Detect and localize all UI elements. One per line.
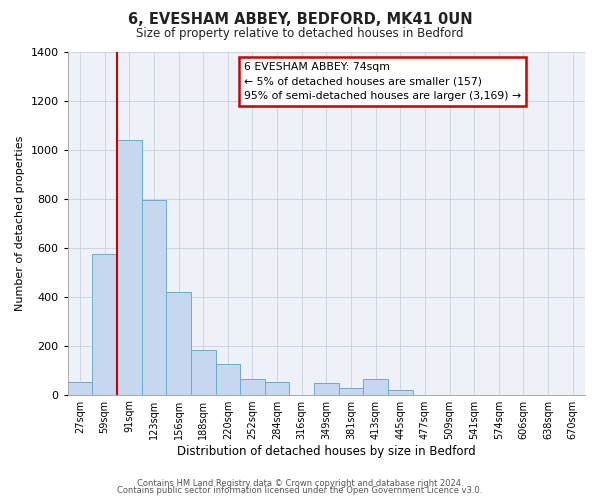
Bar [240,380,265,394]
Bar [117,140,142,394]
X-axis label: Distribution of detached houses by size in Bedford: Distribution of detached houses by size … [177,444,476,458]
Text: Contains public sector information licensed under the Open Government Licence v3: Contains public sector information licen… [118,486,482,495]
Text: Contains HM Land Registry data © Crown copyright and database right 2024.: Contains HM Land Registry data © Crown c… [137,478,463,488]
Bar [191,350,215,395]
Bar [215,364,240,394]
Bar [338,388,364,394]
Text: 6 EVESHAM ABBEY: 74sqm
← 5% of detached houses are smaller (157)
95% of semi-det: 6 EVESHAM ABBEY: 74sqm ← 5% of detached … [244,62,521,102]
Bar [388,390,413,394]
Bar [364,380,388,394]
Bar [265,382,289,394]
Text: 6, EVESHAM ABBEY, BEDFORD, MK41 0UN: 6, EVESHAM ABBEY, BEDFORD, MK41 0UN [128,12,472,28]
Bar [92,254,117,394]
Bar [68,382,92,394]
Y-axis label: Number of detached properties: Number of detached properties [15,136,25,310]
Bar [142,200,166,394]
Bar [314,383,338,394]
Bar [166,292,191,395]
Text: Size of property relative to detached houses in Bedford: Size of property relative to detached ho… [136,28,464,40]
